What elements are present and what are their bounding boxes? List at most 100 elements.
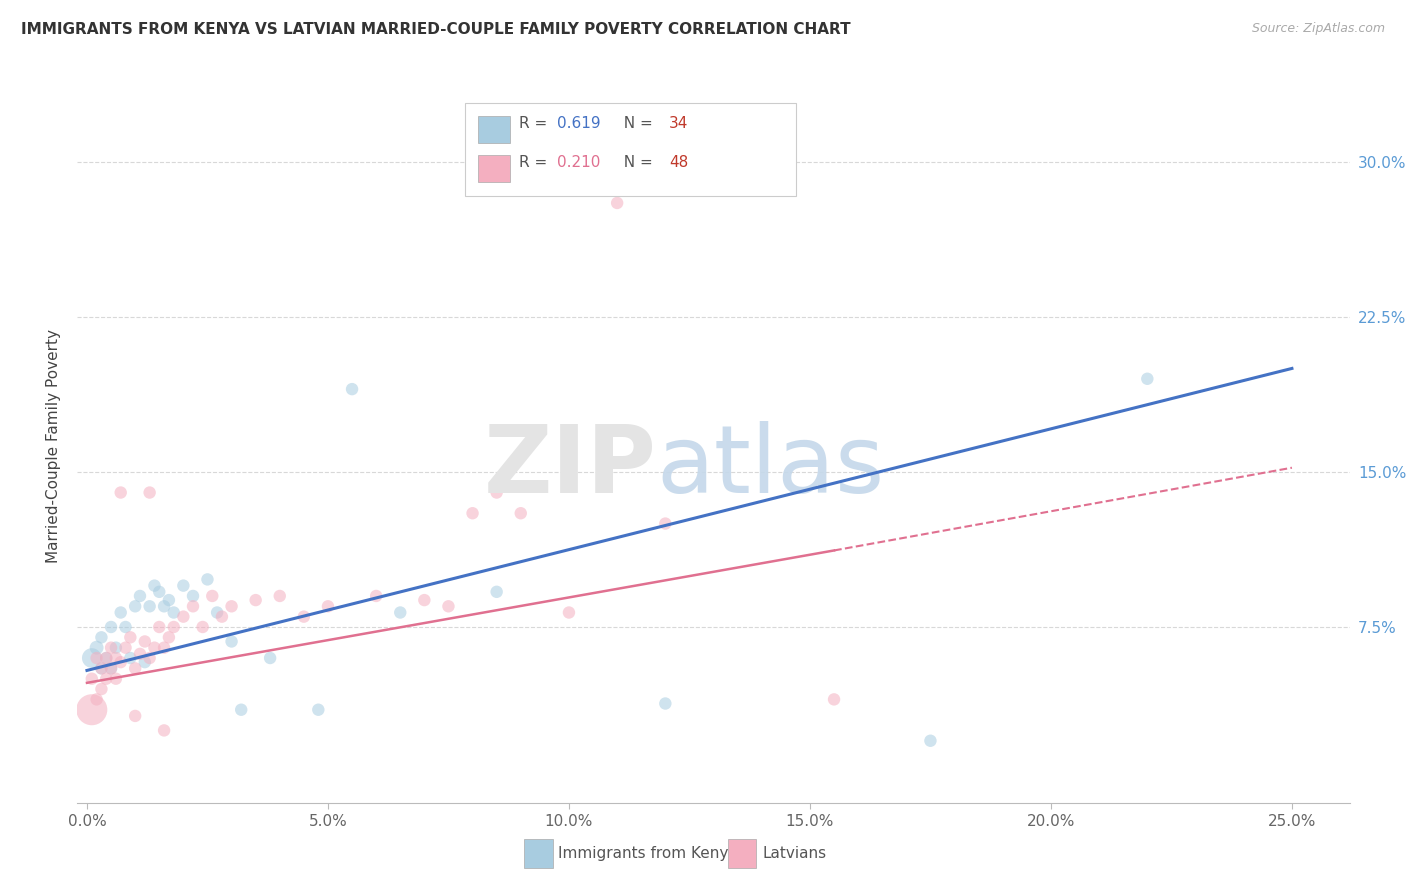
- Point: [163, 606, 186, 620]
- Point: [134, 655, 156, 669]
- Text: Source: ZipAtlas.com: Source: ZipAtlas.com: [1251, 22, 1385, 36]
- Point: [307, 703, 329, 717]
- Point: [221, 634, 243, 648]
- Point: [86, 651, 108, 665]
- Point: [157, 593, 180, 607]
- Point: [221, 599, 243, 614]
- Point: [120, 651, 142, 665]
- Point: [134, 634, 156, 648]
- Point: [509, 506, 531, 520]
- Point: [437, 599, 460, 614]
- Point: [138, 485, 160, 500]
- Point: [114, 640, 136, 655]
- Point: [110, 655, 132, 669]
- Text: N =: N =: [614, 155, 658, 170]
- Point: [124, 661, 146, 675]
- Point: [80, 703, 103, 717]
- Point: [340, 382, 363, 396]
- Text: atlas: atlas: [657, 421, 884, 514]
- Point: [138, 651, 160, 665]
- Point: [86, 640, 108, 655]
- Point: [153, 640, 176, 655]
- Text: 0.619: 0.619: [557, 116, 600, 131]
- Point: [558, 606, 581, 620]
- Point: [211, 609, 233, 624]
- Point: [90, 630, 112, 644]
- Point: [245, 593, 267, 607]
- Text: 0.210: 0.210: [557, 155, 600, 170]
- Point: [100, 640, 122, 655]
- Point: [153, 723, 176, 738]
- Point: [1136, 372, 1159, 386]
- Point: [148, 620, 170, 634]
- Text: R =: R =: [519, 155, 553, 170]
- Point: [80, 651, 103, 665]
- Point: [191, 620, 214, 634]
- Point: [201, 589, 224, 603]
- Text: R =: R =: [519, 116, 553, 131]
- Text: IMMIGRANTS FROM KENYA VS LATVIAN MARRIED-COUPLE FAMILY POVERTY CORRELATION CHART: IMMIGRANTS FROM KENYA VS LATVIAN MARRIED…: [21, 22, 851, 37]
- Point: [96, 672, 118, 686]
- Point: [259, 651, 281, 665]
- Point: [104, 640, 127, 655]
- Point: [110, 606, 132, 620]
- Point: [143, 640, 166, 655]
- Text: Immigrants from Kenya: Immigrants from Kenya: [558, 847, 738, 861]
- Point: [654, 516, 676, 531]
- Point: [269, 589, 291, 603]
- Point: [366, 589, 388, 603]
- Point: [172, 609, 194, 624]
- Point: [104, 672, 127, 686]
- Point: [124, 599, 146, 614]
- Point: [96, 651, 118, 665]
- Point: [461, 506, 484, 520]
- Point: [316, 599, 339, 614]
- Point: [485, 584, 508, 599]
- Bar: [478, 155, 510, 182]
- Y-axis label: Married-Couple Family Poverty: Married-Couple Family Poverty: [46, 329, 62, 563]
- Point: [143, 579, 166, 593]
- Point: [124, 709, 146, 723]
- Point: [823, 692, 845, 706]
- Text: ZIP: ZIP: [484, 421, 657, 514]
- Point: [96, 651, 118, 665]
- Bar: [478, 116, 510, 143]
- Point: [920, 733, 942, 747]
- Point: [86, 692, 108, 706]
- Point: [100, 620, 122, 634]
- Point: [90, 661, 112, 675]
- FancyBboxPatch shape: [465, 103, 796, 196]
- Point: [181, 599, 204, 614]
- Point: [181, 589, 204, 603]
- Point: [80, 672, 103, 686]
- Point: [157, 630, 180, 644]
- Point: [197, 573, 219, 587]
- Point: [90, 661, 112, 675]
- Point: [90, 681, 112, 696]
- Point: [606, 196, 628, 211]
- Point: [100, 661, 122, 675]
- Point: [163, 620, 186, 634]
- Point: [120, 630, 142, 644]
- Point: [231, 703, 253, 717]
- Point: [114, 620, 136, 634]
- Text: N =: N =: [614, 116, 658, 131]
- Point: [413, 593, 436, 607]
- Point: [104, 651, 127, 665]
- Point: [100, 661, 122, 675]
- Point: [205, 606, 228, 620]
- Point: [292, 609, 315, 624]
- Point: [148, 584, 170, 599]
- Text: 34: 34: [669, 116, 689, 131]
- Point: [654, 697, 676, 711]
- Point: [129, 647, 152, 661]
- Point: [110, 485, 132, 500]
- Point: [138, 599, 160, 614]
- Text: Latvians: Latvians: [762, 847, 827, 861]
- Point: [129, 589, 152, 603]
- Point: [485, 485, 508, 500]
- Point: [172, 579, 194, 593]
- Point: [153, 599, 176, 614]
- Point: [389, 606, 412, 620]
- Text: 48: 48: [669, 155, 689, 170]
